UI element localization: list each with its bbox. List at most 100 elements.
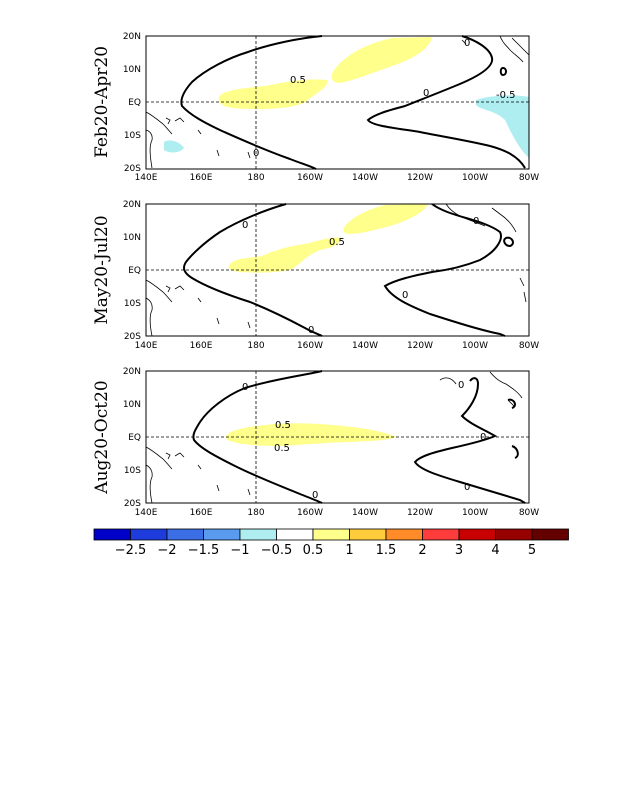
panel-1-contour-label-zero: 0 [423,88,429,99]
lat-label: 20S [124,499,141,509]
panel-2-contour-label-pos: 0.5 [329,237,345,248]
panel-3-zero-contour-east [413,377,526,504]
lat-label: EQ [128,433,141,443]
lat-label: 10N [123,400,141,410]
lat-label: 10N [123,233,141,243]
colorbar-swatch [349,528,387,541]
panel-1-zero-contour-main [180,35,323,170]
lon-label: 140E [135,173,158,183]
panel-3-positive-anomaly-region [225,423,396,446]
lon-label: 160E [190,508,213,518]
panel-2-lat-labels: 20N 10N EQ 10S 20S [123,200,141,342]
lon-label: 160E [190,341,213,351]
panel-1-lat-labels: 20N 10N EQ 10S 20S [123,32,141,174]
colorbar-label: 4 [491,543,499,558]
panel-2-lon-labels: 140E 160E 180 160W 140W 120W 100W 80W [135,341,540,351]
lon-label: 80W [519,508,539,518]
colorbar-swatch [203,528,241,541]
lat-label: 20N [123,200,141,210]
colorbar-label: −1.5 [188,543,220,558]
panel-1: Feb20-Apr20 0.5 -0.5 0 0 0 20N 10N EQ 10… [92,32,539,183]
lon-label: 140E [135,341,158,351]
colorbar-label: −0.5 [261,543,293,558]
panel-3-lat-labels: 20N 10N EQ 10S 20S [123,367,141,509]
colorbar-label: −2.5 [115,543,147,558]
colorbar-label: 2 [418,543,426,558]
lon-label: 140E [135,508,158,518]
lon-label: 160E [190,173,213,183]
lon-label: 120W [407,341,433,351]
panel-2-title: May20-Jul20 [92,215,112,324]
colorbar-swatch [239,528,277,541]
panel-2-contour-label-zero: 0 [242,220,248,231]
lat-label: 20N [123,367,141,377]
colorbar-label: 1.5 [376,543,397,558]
panel-3-contour-label-zero: 0 [480,432,486,443]
colorbar-swatch [93,528,131,541]
panel-2-contour-label-zero: 0 [473,216,479,227]
panel-2-positive-anomaly-region-north [343,204,428,234]
panel-3-title: Aug20-Oct20 [92,380,112,494]
colorbar-swatch [458,528,496,541]
panel-3-contour-label-zero: 0 [458,380,464,391]
colorbar-swatch [531,528,569,541]
panel-1-frame [145,35,530,170]
lon-label: 140W [352,341,378,351]
panel-3-lon-labels: 140E 160E 180 160W 140W 120W 100W 80W [135,508,540,518]
panel-3-zero-contour-small [507,398,519,459]
panel-3-zero-contour-main [192,370,323,504]
colorbar-swatch [422,528,460,541]
lon-label: 160W [297,508,323,518]
colorbar-swatch [276,528,314,541]
panel-2-positive-anomaly-region [228,237,342,273]
colorbar-label: 5 [528,543,536,558]
colorbar-label: 1 [345,543,353,558]
panel-1-positive-anomaly-region [218,79,328,110]
panel-3-coastline [145,371,523,504]
lat-label: 20S [124,164,141,174]
lon-label: 160W [297,173,323,183]
lon-label: 100W [462,173,488,183]
panel-1-negative-anomaly-region [476,95,529,158]
colorbar: −2.5 −2 −1.5 −1 −0.5 0.5 1 1.5 2 3 4 5 [93,528,569,558]
lat-label: 20N [123,32,141,42]
panel-1-contour-label-zero: 0 [253,148,259,159]
lon-label: 100W [462,341,488,351]
colorbar-label: −2 [157,543,176,558]
panel-2-zero-contour-east [383,203,506,337]
panel-2-zero-contour-small [503,236,514,248]
panel-1-contour-label-pos: 0.5 [290,75,306,86]
panel-1-lon-labels: 140E 160E 180 160W 140W 120W 100W 80W [135,173,540,183]
panel-3-contour-label-zero: 0 [242,382,248,393]
panel-3: Aug20-Oct20 0.5 0.5 0 0 0 0 0 20N 10N EQ… [92,367,539,518]
lon-label: 140W [352,508,378,518]
lon-label: 180 [247,508,264,518]
colorbar-swatch [312,528,350,541]
lon-label: 180 [247,173,264,183]
panel-3-contour-label-top: 0.5 [275,420,291,431]
panel-1-positive-anomaly-region-north [331,37,432,83]
panel-1-coastline [145,35,530,169]
colorbar-label: 0.5 [303,543,324,558]
lat-label: EQ [128,266,141,276]
panel-1-contour-label-neg: -0.5 [496,90,516,101]
panel-2: May20-Jul20 0.5 0 0 0 0 20N 10N EQ 10S 2… [92,200,539,351]
lat-label: 10N [123,65,141,75]
lon-label: 140W [352,173,378,183]
panel-1-negative-anomaly-region-south [164,140,184,153]
panel-2-zero-contour-main [183,203,323,337]
panel-2-contour-label-zero: 0 [402,290,408,301]
panel-1-contour-label-zero: 0 [464,38,470,49]
lon-label: 80W [519,173,539,183]
lon-label: 180 [247,341,264,351]
panel-3-contour-label-zero: 0 [312,490,318,501]
colorbar-swatch [166,528,204,541]
colorbar-label: 3 [455,543,463,558]
lat-label: 10S [124,299,141,309]
colorbar-label: −1 [230,543,249,558]
lat-label: 20S [124,332,141,342]
panel-1-zero-contour-east [366,35,526,169]
lon-label: 120W [407,508,433,518]
panel-3-contour-label-bot: 0.5 [274,443,290,454]
